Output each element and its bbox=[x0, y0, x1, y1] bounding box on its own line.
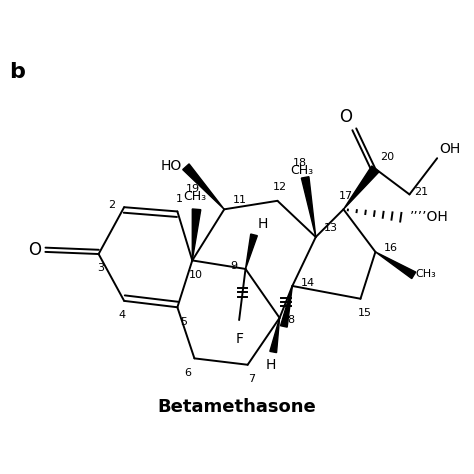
Text: OH: OH bbox=[439, 142, 461, 156]
Text: 3: 3 bbox=[97, 264, 104, 273]
Text: 6: 6 bbox=[184, 368, 191, 378]
Text: 9: 9 bbox=[230, 261, 237, 271]
Polygon shape bbox=[270, 318, 280, 353]
Text: O: O bbox=[28, 241, 41, 259]
Text: CH₃: CH₃ bbox=[183, 191, 206, 203]
Text: 8: 8 bbox=[287, 315, 294, 325]
Text: 7: 7 bbox=[248, 374, 255, 384]
Text: HO: HO bbox=[160, 159, 182, 173]
Text: CH₃: CH₃ bbox=[416, 270, 437, 280]
Polygon shape bbox=[301, 177, 316, 237]
Text: b: b bbox=[9, 63, 25, 82]
Polygon shape bbox=[192, 209, 201, 260]
Text: H: H bbox=[266, 358, 276, 373]
Polygon shape bbox=[246, 234, 257, 269]
Text: 17: 17 bbox=[338, 191, 353, 201]
Polygon shape bbox=[344, 166, 379, 210]
Text: 5: 5 bbox=[180, 317, 187, 327]
Text: 4: 4 bbox=[118, 310, 126, 320]
Text: 16: 16 bbox=[384, 244, 398, 254]
Text: 20: 20 bbox=[381, 153, 395, 163]
Text: 15: 15 bbox=[358, 308, 372, 318]
Text: H: H bbox=[257, 217, 268, 231]
Text: O: O bbox=[339, 108, 352, 126]
Text: ’’’’OH: ’’’’OH bbox=[410, 210, 448, 224]
Polygon shape bbox=[281, 286, 292, 327]
Text: 13: 13 bbox=[323, 223, 337, 233]
Polygon shape bbox=[375, 252, 416, 279]
Text: 12: 12 bbox=[273, 182, 287, 192]
Text: CH₃: CH₃ bbox=[290, 164, 313, 176]
Text: Betamethasone: Betamethasone bbox=[158, 398, 316, 416]
Text: F: F bbox=[236, 332, 244, 346]
Text: 14: 14 bbox=[301, 278, 315, 288]
Text: 10: 10 bbox=[189, 270, 203, 280]
Text: 2: 2 bbox=[108, 200, 115, 210]
Polygon shape bbox=[183, 164, 224, 210]
Text: 18: 18 bbox=[293, 158, 307, 168]
Text: 21: 21 bbox=[415, 187, 428, 197]
Text: 19: 19 bbox=[186, 184, 200, 194]
Text: 1: 1 bbox=[176, 194, 183, 204]
Text: 11: 11 bbox=[233, 195, 247, 205]
